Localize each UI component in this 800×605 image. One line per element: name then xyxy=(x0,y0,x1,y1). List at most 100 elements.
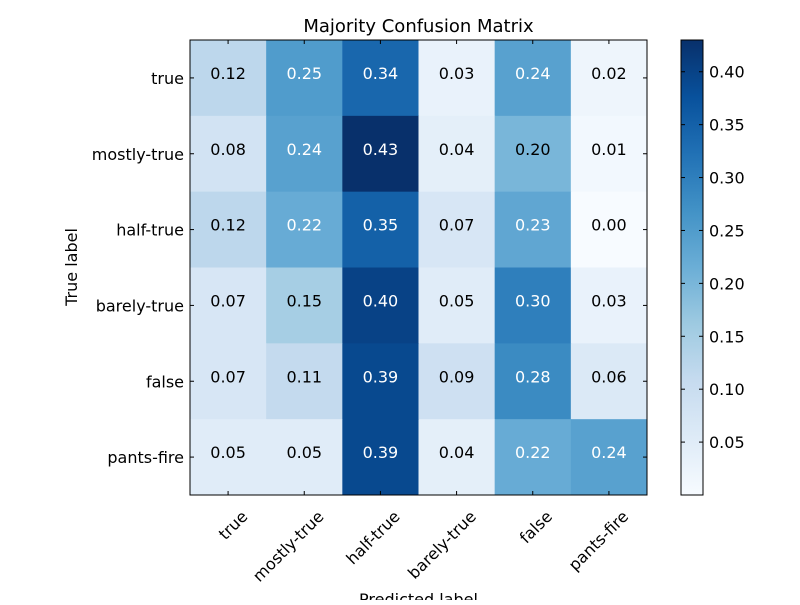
cell-value-label: 0.24 xyxy=(591,443,627,462)
heatmap-cell xyxy=(342,191,419,268)
cell-value-label: 0.04 xyxy=(439,443,475,462)
y-tick-label: false xyxy=(146,372,184,391)
heatmap-cell xyxy=(266,40,343,117)
cell-value-label: 0.04 xyxy=(439,140,475,159)
heatmap-cell xyxy=(190,115,267,193)
heatmap-cell xyxy=(342,115,419,193)
plot-frame xyxy=(189,39,648,496)
heatmap-cell xyxy=(266,343,343,420)
cell-value-label: 0.28 xyxy=(515,367,551,386)
cell-value-label: 0.39 xyxy=(363,443,399,462)
y-tick-label: true xyxy=(151,69,184,88)
cell-value-label: 0.05 xyxy=(286,443,322,462)
heatmap-cell xyxy=(190,419,267,496)
cell-value-label: 0.23 xyxy=(515,216,551,235)
cell-value-label: 0.11 xyxy=(286,367,322,386)
heatmap-cell xyxy=(266,419,343,496)
heatmap-cell xyxy=(418,191,496,268)
cell-value-label: 0.02 xyxy=(591,64,627,83)
heatmap-cell xyxy=(418,267,496,344)
cell-value-label: 0.00 xyxy=(591,216,627,235)
heatmap-cell xyxy=(494,267,572,344)
heatmap-cell xyxy=(494,419,572,496)
cell-value-label: 0.22 xyxy=(515,443,551,462)
y-tick-label: half-true xyxy=(116,221,184,240)
colorbar-tick-label: 0.30 xyxy=(709,169,745,188)
cell-value-label: 0.30 xyxy=(515,291,551,310)
heatmap-cell xyxy=(570,191,648,268)
cell-value-label: 0.12 xyxy=(210,64,246,83)
y-tick-label: pants-fire xyxy=(107,448,184,467)
heatmap-cell xyxy=(266,115,343,193)
colorbar xyxy=(680,39,704,496)
cell-value-label: 0.07 xyxy=(210,367,246,386)
cell-value-label: 0.08 xyxy=(210,140,246,159)
heatmap-cell xyxy=(190,191,267,268)
heatmap-cell xyxy=(266,191,343,268)
heatmap-cell xyxy=(570,343,648,420)
colorbar-tick-label: 0.25 xyxy=(709,221,745,240)
x-tick-label: false xyxy=(516,507,556,547)
cell-value-label: 0.25 xyxy=(286,64,322,83)
cell-value-label: 0.15 xyxy=(286,291,322,310)
cell-value-label: 0.24 xyxy=(286,140,322,159)
cell-value-label: 0.09 xyxy=(439,367,475,386)
heatmap-cell xyxy=(494,115,572,193)
cell-value-label: 0.24 xyxy=(515,64,551,83)
cell-value-label: 0.07 xyxy=(210,291,246,310)
cell-value-label: 0.05 xyxy=(210,443,246,462)
heatmap-cell xyxy=(266,267,343,344)
cell-value-label: 0.22 xyxy=(286,216,322,235)
heatmap-cell xyxy=(190,40,267,117)
colorbar-tick-label: 0.35 xyxy=(709,116,745,135)
cell-value-label: 0.20 xyxy=(515,140,551,159)
colorbar-ticks: 0.05 0.10 0.15 0.20 0.25 0.30 0.35 0.40 xyxy=(681,63,745,452)
colorbar-tick-label: 0.20 xyxy=(709,274,745,293)
heatmap-cells xyxy=(190,40,648,496)
heatmap-cell xyxy=(342,343,419,420)
y-tick-label: mostly-true xyxy=(92,145,184,164)
x-tick-label: pants-fire xyxy=(565,507,633,575)
cell-value-label: 0.07 xyxy=(439,216,475,235)
x-axis-label: Predicted label xyxy=(359,590,478,600)
heatmap-cell xyxy=(418,115,496,193)
heatmap-cell xyxy=(494,343,572,420)
y-axis-label: True label xyxy=(62,228,81,307)
heatmap-cell xyxy=(418,419,496,496)
y-axis-ticks: true mostly-true half-true barely-true false… xyxy=(92,69,647,467)
x-tick-label: mostly-true xyxy=(249,507,328,586)
colorbar-tick-label: 0.15 xyxy=(709,327,745,346)
heatmap-cell xyxy=(570,115,648,193)
heatmap-value-labels: 0.12 0.25 0.34 0.03 0.24 0.02 0.08 0.24 0.43 0.04… xyxy=(210,64,626,462)
colorbar-tick-label: 0.05 xyxy=(709,433,745,452)
cell-value-label: 0.40 xyxy=(363,291,399,310)
cell-value-label: 0.35 xyxy=(363,216,399,235)
cell-value-label: 0.34 xyxy=(363,64,399,83)
heatmap-cell xyxy=(570,419,648,496)
cell-value-label: 0.05 xyxy=(439,291,475,310)
colorbar-tick-label: 0.40 xyxy=(709,63,745,82)
y-tick-label: barely-true xyxy=(96,296,184,315)
heatmap-cell xyxy=(190,343,267,420)
heatmap-cell xyxy=(190,267,267,344)
heatmap-cell xyxy=(494,191,572,268)
colorbar-tick-label: 0.10 xyxy=(709,380,745,399)
x-tick-label: half-true xyxy=(342,507,403,568)
heatmap-cell xyxy=(342,419,419,496)
heatmap-cell xyxy=(570,40,648,117)
cell-value-label: 0.43 xyxy=(363,140,399,159)
cell-value-label: 0.01 xyxy=(591,140,627,159)
heatmap-cell xyxy=(570,267,648,344)
cell-value-label: 0.39 xyxy=(363,367,399,386)
heatmap-cell xyxy=(494,40,572,117)
cell-value-label: 0.03 xyxy=(591,291,627,310)
heatmap-cell xyxy=(418,40,496,117)
x-tick-label: barely-true xyxy=(404,507,480,583)
heatmap-cell xyxy=(342,40,419,117)
x-tick-label: true xyxy=(215,507,252,544)
cell-value-label: 0.12 xyxy=(210,216,246,235)
heatmap-cell xyxy=(342,267,419,344)
chart-title: Majority Confusion Matrix xyxy=(303,16,534,37)
